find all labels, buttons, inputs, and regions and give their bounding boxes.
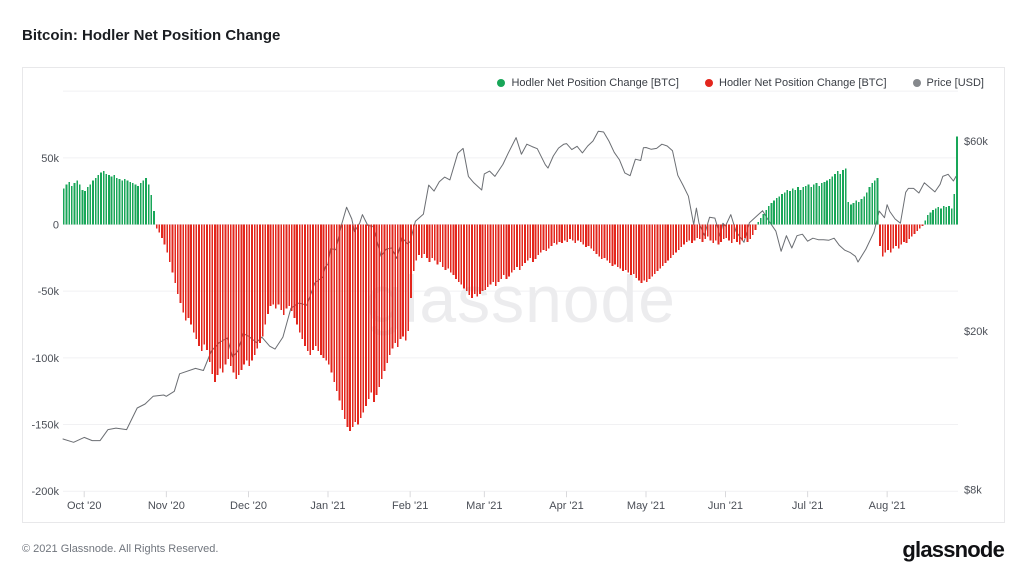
svg-text:$20k: $20k [964, 326, 988, 338]
legend-dot-green-icon [497, 79, 506, 87]
svg-text:Aug '21: Aug '21 [869, 500, 906, 512]
legend-dot-red-icon [705, 79, 713, 87]
page-title: Bitcoin: Hodler Net Position Change [22, 27, 281, 44]
legend-label: Hodler Net Position Change [BTC] [511, 77, 679, 89]
svg-text:Apr '21: Apr '21 [549, 500, 584, 512]
glassnode-watermark: glassnode [366, 262, 676, 336]
svg-text:-100k: -100k [31, 353, 59, 365]
svg-text:Dec '20: Dec '20 [230, 500, 267, 512]
legend-item-price[interactable]: Price [USD] [912, 77, 984, 89]
svg-text:May '21: May '21 [627, 500, 665, 512]
chart-legend: Hodler Net Position Change [BTC] Hodler … [497, 77, 984, 89]
svg-text:$60k: $60k [964, 136, 988, 148]
svg-text:Feb '21: Feb '21 [392, 500, 428, 512]
svg-text:Jun '21: Jun '21 [708, 500, 743, 512]
legend-dot-gray-icon [912, 79, 921, 87]
svg-text:Mar '21: Mar '21 [466, 500, 502, 512]
svg-text:-200k: -200k [31, 486, 59, 498]
footer-copyright: © 2021 Glassnode. All Rights Reserved. [22, 543, 219, 555]
svg-text:-50k: -50k [38, 286, 60, 298]
legend-label: Hodler Net Position Change [BTC] [719, 77, 887, 89]
chart-card: Hodler Net Position Change [BTC] Hodler … [22, 67, 1005, 523]
svg-text:0: 0 [53, 220, 59, 232]
legend-item-hodler-negative[interactable]: Hodler Net Position Change [BTC] [705, 77, 887, 89]
legend-item-hodler-positive[interactable]: Hodler Net Position Change [BTC] [497, 77, 679, 89]
svg-text:-150k: -150k [31, 420, 59, 432]
glassnode-logo: glassnode [902, 537, 1004, 562]
svg-text:Nov '20: Nov '20 [148, 500, 185, 512]
svg-text:$8k: $8k [964, 484, 982, 496]
svg-text:Jul '21: Jul '21 [792, 500, 823, 512]
svg-text:Oct '20: Oct '20 [67, 500, 102, 512]
chart-plot-area[interactable]: 50k 0 -50k -100k -150k -200k $60k $20k $8k Oct '2… [23, 68, 1004, 522]
svg-text:Jan '21: Jan '21 [310, 500, 345, 512]
legend-label: Price [USD] [926, 77, 984, 89]
svg-text:50k: 50k [41, 153, 59, 165]
